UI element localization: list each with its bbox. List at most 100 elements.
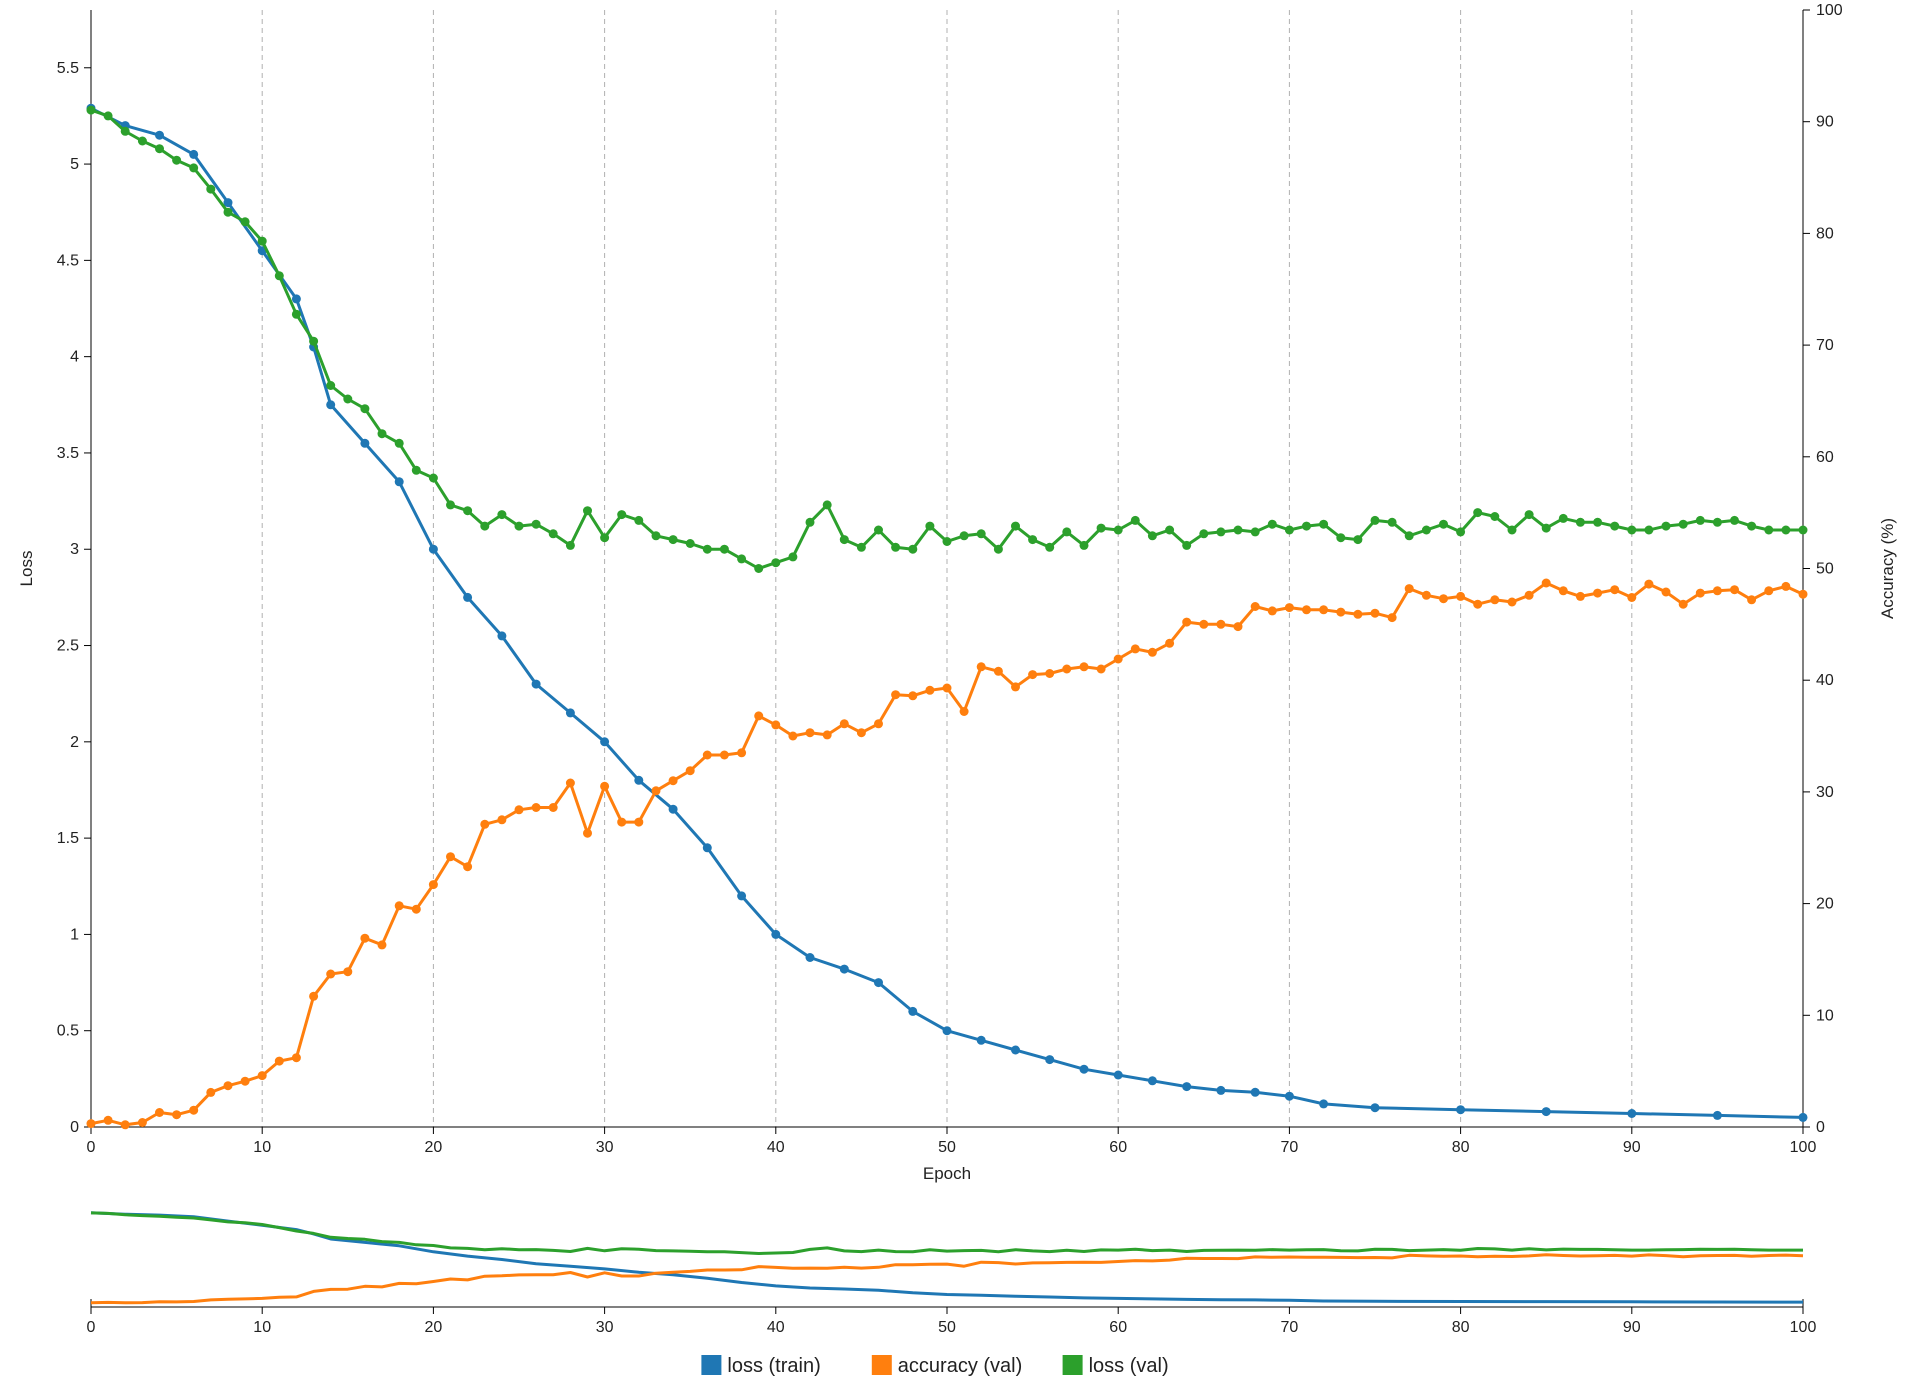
data-point (394, 477, 404, 487)
data-point (908, 691, 918, 701)
data-point (1798, 589, 1808, 599)
y-right-tick-label: 60 (1816, 449, 1834, 466)
data-point (86, 105, 96, 115)
data-point (651, 786, 661, 796)
data-point (634, 515, 644, 525)
legend-item-loss-train: loss (train) (701, 1355, 821, 1377)
data-point (240, 1076, 250, 1086)
data-point (531, 803, 541, 812)
data-point (1661, 521, 1671, 531)
x-tick-label: 60 (1109, 1139, 1127, 1156)
context-x-tick-label: 10 (253, 1319, 271, 1336)
data-point (908, 1006, 918, 1016)
data-point (1165, 638, 1175, 648)
data-point (856, 542, 866, 552)
x-tick-label: 50 (938, 1139, 956, 1156)
data-point (1011, 1045, 1020, 1055)
data-point (1798, 525, 1808, 535)
data-point (1028, 535, 1038, 545)
data-point (583, 506, 592, 516)
data-point (1130, 644, 1140, 654)
data-point (737, 554, 747, 564)
y-axis-left-title: Loss (17, 551, 36, 587)
y-left-tick-label: 4 (70, 349, 79, 366)
data-point (737, 891, 747, 901)
data-point (428, 473, 438, 483)
data-point (719, 544, 729, 554)
data-point (1319, 605, 1329, 615)
data-point (446, 500, 455, 510)
data-point (925, 685, 935, 695)
data-point (1079, 662, 1089, 672)
y-left-tick-label: 5 (70, 156, 79, 173)
legend-label: loss (val) (1089, 1355, 1169, 1377)
data-point (1250, 527, 1260, 537)
data-point (959, 707, 969, 716)
data-point (223, 1081, 233, 1091)
data-point (874, 719, 883, 729)
data-point (1113, 525, 1123, 535)
data-point (1079, 540, 1089, 550)
data-point (1370, 515, 1380, 525)
data-point (480, 819, 490, 829)
legend-swatch (871, 1355, 892, 1375)
y-left-tick-label: 1.5 (57, 830, 79, 847)
data-point (1079, 1064, 1089, 1074)
y-left-tick-label: 5.5 (57, 60, 79, 77)
data-point (788, 731, 798, 741)
data-point (1695, 588, 1705, 598)
data-point (309, 991, 319, 1001)
legend-label: loss (train) (727, 1355, 820, 1377)
data-point (155, 1108, 164, 1117)
data-point (668, 776, 678, 786)
data-point (1541, 523, 1551, 533)
data-point (189, 1105, 199, 1115)
data-point (600, 533, 610, 543)
data-point (1473, 599, 1483, 609)
data-point (771, 558, 781, 568)
data-point (1011, 682, 1020, 692)
data-point (257, 236, 267, 246)
y-left-tick-label: 0.5 (57, 1023, 79, 1040)
data-point (1404, 584, 1414, 594)
data-point (583, 828, 592, 838)
data-point (1764, 586, 1774, 596)
data-point (1147, 647, 1157, 657)
series-line-loss-train (90, 106, 1804, 1119)
data-point (497, 631, 507, 641)
y-right-tick-label: 20 (1816, 896, 1834, 913)
data-point (600, 781, 610, 791)
data-point (1216, 1085, 1226, 1095)
data-point (1336, 533, 1346, 543)
y-right-tick-label: 70 (1816, 337, 1834, 354)
y-left-tick-label: 2 (70, 734, 79, 751)
data-point (822, 500, 832, 510)
data-point (634, 817, 644, 827)
data-point (908, 544, 918, 554)
legend-swatch (701, 1355, 722, 1375)
data-point (206, 1087, 216, 1097)
data-point (668, 804, 678, 814)
data-point (1216, 527, 1226, 537)
data-point (1182, 1082, 1192, 1092)
data-point (1387, 613, 1397, 623)
data-point (1045, 1055, 1055, 1065)
legend-item-loss-val: loss (val) (1062, 1355, 1169, 1377)
data-point (1524, 510, 1534, 520)
data-point (1096, 664, 1106, 674)
context-x-tick-label: 50 (938, 1319, 956, 1336)
data-point (993, 544, 1003, 554)
x-tick-label: 10 (253, 1139, 271, 1156)
data-point (565, 540, 575, 550)
data-point (874, 525, 883, 535)
data-point (463, 506, 473, 516)
data-point (1421, 590, 1431, 600)
data-point (1507, 597, 1517, 607)
data-point (600, 737, 610, 747)
y-right-tick-label: 10 (1816, 1007, 1834, 1024)
data-point (565, 778, 575, 788)
data-point (1627, 593, 1637, 602)
data-point (976, 529, 986, 539)
y-right-tick-label: 80 (1816, 225, 1834, 242)
context-x-tick-label: 0 (87, 1319, 96, 1336)
